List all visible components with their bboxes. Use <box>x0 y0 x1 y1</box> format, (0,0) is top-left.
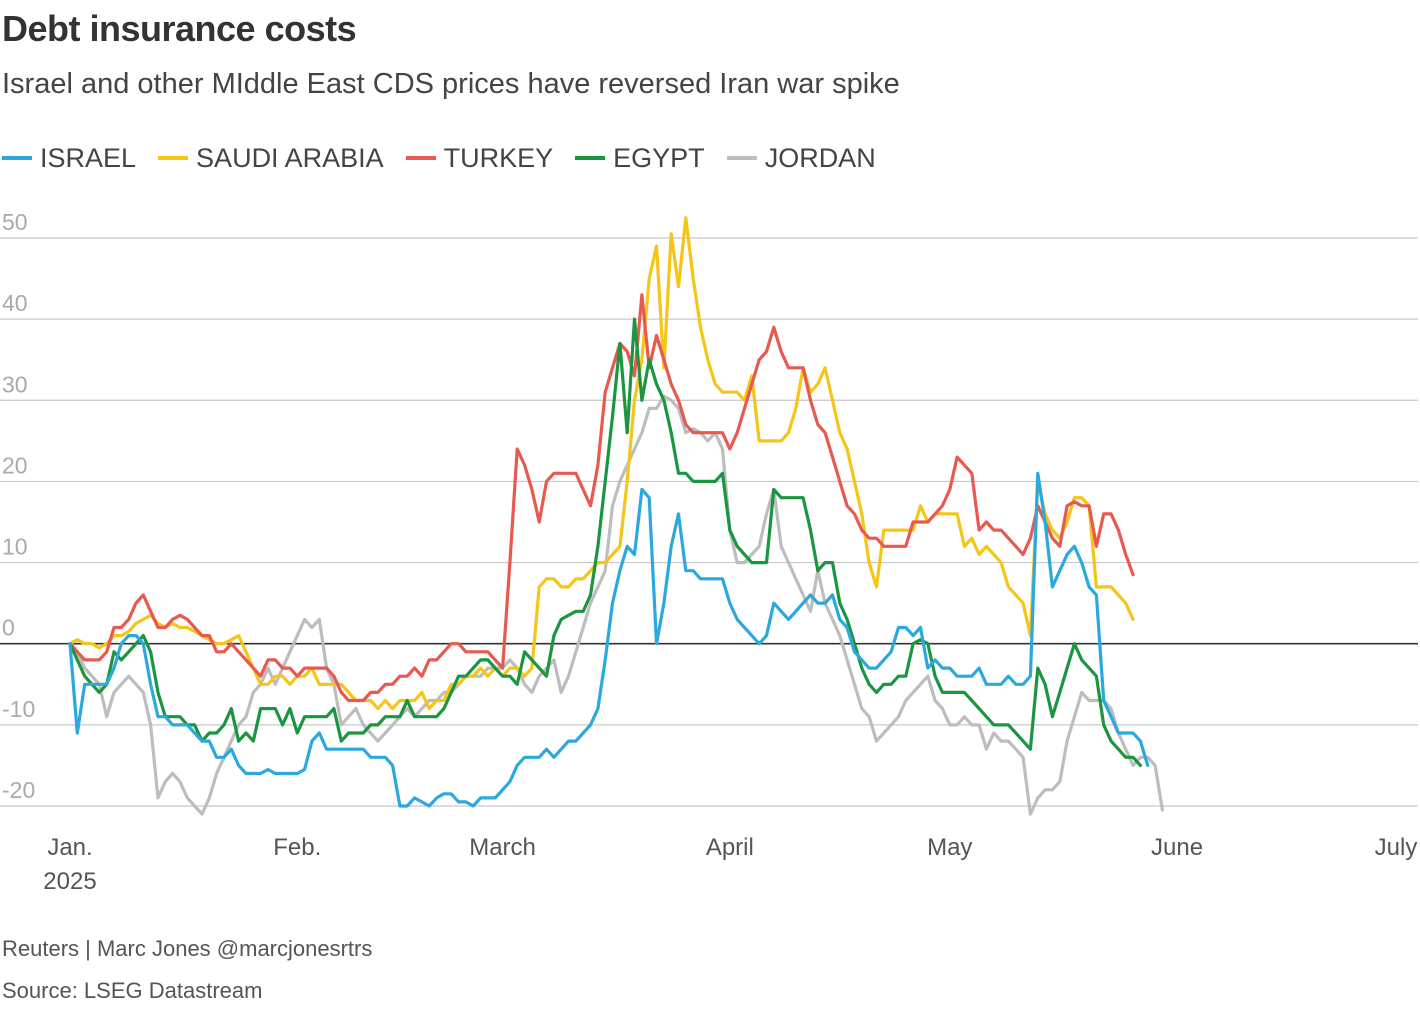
legend-swatch-egypt <box>575 156 606 160</box>
legend-swatch-jordan <box>726 156 757 160</box>
legend-item-egypt: EGYPT <box>575 143 705 174</box>
x-tick-label: May <box>927 834 972 861</box>
x-tick-labels: Jan. 2025 Feb. March April May June July <box>43 834 1417 895</box>
legend-label-israel: ISRAEL <box>40 142 137 173</box>
legend-label-saudi-arabia: SAUDI ARABIA <box>196 142 384 173</box>
x-tick-label: March <box>469 834 536 861</box>
series-line-jordan <box>68 394 1164 816</box>
series-line-saudi-arabia <box>68 216 1135 711</box>
legend-swatch-saudi-arabia <box>158 156 189 160</box>
y-tick-label: -10 <box>2 696 35 722</box>
series-line-egypt <box>68 317 1142 767</box>
legend-label-egypt: EGYPT <box>613 142 705 173</box>
legend-label-jordan: JORDAN <box>764 142 876 173</box>
legend: ISRAEL SAUDI ARABIA TURKEY EGYPT JORDAN <box>2 140 898 176</box>
legend-item-israel: ISRAEL <box>2 143 136 174</box>
series-line-turkey <box>68 293 1135 703</box>
legend-swatch-israel <box>2 156 32 160</box>
footer-credit: Reuters | Marc Jones @marcjonesrtrs <box>2 936 373 961</box>
legend-label-turkey: TURKEY <box>443 142 554 173</box>
x-tick-label: Feb. <box>273 834 321 861</box>
chart-title: Debt insurance costs <box>2 8 357 49</box>
y-tick-label: 10 <box>2 534 28 560</box>
y-tick-label: 30 <box>2 371 28 397</box>
legend-swatch-turkey <box>405 156 436 160</box>
y-tick-label: 50 <box>2 209 28 235</box>
y-tick-label: -20 <box>2 777 35 803</box>
y-tick-label: 40 <box>2 290 28 316</box>
line-chart: 50 40 30 20 10 0 -10 -20 Jan. 2025 Feb. March April… <box>0 209 1418 895</box>
x-tick-label: June <box>1151 834 1203 861</box>
legend-item-jordan: JORDAN <box>726 142 876 174</box>
x-tick-label: July <box>1375 834 1418 861</box>
chart-subtitle: Israel and other MIddle East CDS prices … <box>2 68 900 100</box>
series-lines <box>68 216 1164 816</box>
x-tick-sublabel: 2025 <box>43 868 96 895</box>
x-tick-label: Jan. <box>47 834 92 861</box>
y-tick-label: 0 <box>2 615 15 641</box>
legend-item-turkey: TURKEY <box>405 142 554 174</box>
y-tick-labels: 50 40 30 20 10 0 -10 -20 <box>2 209 35 803</box>
series-line-israel <box>68 471 1150 808</box>
y-tick-label: 20 <box>2 452 28 478</box>
y-gridlines <box>0 237 1418 807</box>
footer-source: Source: LSEG Datastream <box>2 978 263 1003</box>
x-tick-label: April <box>706 834 754 861</box>
legend-item-saudi-arabia: SAUDI ARABIA <box>158 143 384 174</box>
